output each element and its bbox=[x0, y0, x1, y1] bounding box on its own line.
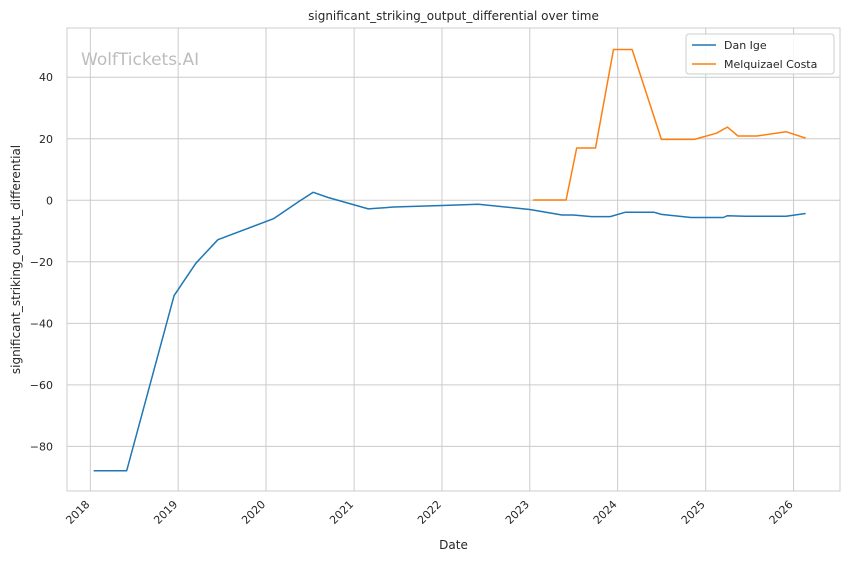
chart-title: significant_striking_output_differential… bbox=[308, 9, 599, 23]
series-line-0 bbox=[93, 191, 806, 472]
y-tick-label: −40 bbox=[30, 317, 53, 330]
y-tick-label: 40 bbox=[39, 71, 53, 84]
y-tick-label: −20 bbox=[30, 256, 53, 269]
y-tick-label: −80 bbox=[30, 440, 53, 453]
y-tick-label: 20 bbox=[39, 133, 53, 146]
grid bbox=[67, 28, 840, 491]
y-tick-labels: −80 −60 −40 −20 0 20 40 bbox=[30, 71, 53, 453]
series-line-1 bbox=[533, 48, 806, 201]
y-tick-label: 0 bbox=[46, 194, 53, 207]
y-axis-label: significant_striking_output_differential bbox=[9, 145, 23, 374]
y-tick-label: −60 bbox=[30, 379, 53, 392]
x-axis-label: Date bbox=[439, 538, 468, 552]
legend-label: Dan Ige bbox=[724, 39, 767, 52]
legend-box bbox=[685, 33, 835, 75]
series-lines bbox=[93, 48, 806, 472]
watermark: WolfTickets.AI bbox=[81, 50, 199, 70]
plot-frame bbox=[66, 27, 841, 492]
legend-label: Melquizael Costa bbox=[724, 58, 817, 71]
legend: Dan Ige Melquizael Costa bbox=[685, 33, 835, 75]
